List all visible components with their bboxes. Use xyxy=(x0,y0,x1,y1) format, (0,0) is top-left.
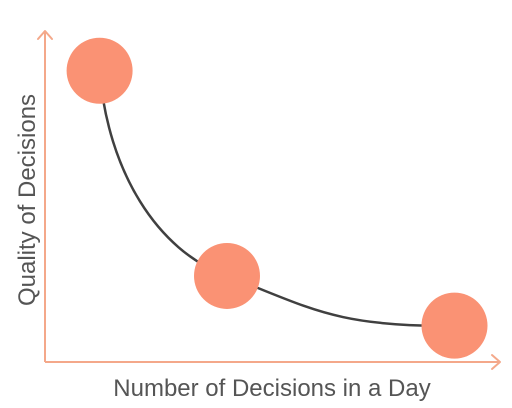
x-axis-label: Number of Decisions in a Day xyxy=(113,375,430,402)
data-point-1 xyxy=(66,37,133,104)
y-axis-label: Quality of Decisions xyxy=(14,94,41,306)
trend-curve xyxy=(98,70,455,327)
y-axis-arrow-icon xyxy=(37,30,53,40)
x-axis xyxy=(45,354,501,370)
data-point-2 xyxy=(194,242,260,309)
x-axis-arrow-icon xyxy=(491,354,501,370)
y-axis xyxy=(37,30,53,362)
data-points xyxy=(66,37,488,359)
data-point-3 xyxy=(421,292,488,359)
